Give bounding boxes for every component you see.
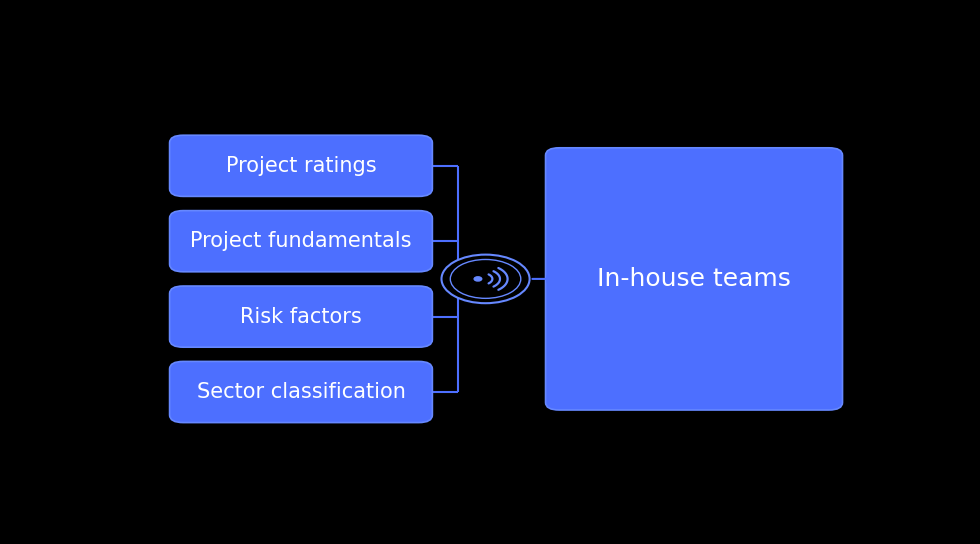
Text: Project ratings: Project ratings: [225, 156, 376, 176]
FancyBboxPatch shape: [170, 286, 432, 347]
Text: Project fundamentals: Project fundamentals: [190, 231, 412, 251]
FancyBboxPatch shape: [546, 148, 843, 410]
Circle shape: [441, 255, 529, 303]
Text: Sector classification: Sector classification: [197, 382, 406, 402]
FancyBboxPatch shape: [170, 361, 432, 423]
Circle shape: [450, 259, 520, 298]
FancyBboxPatch shape: [170, 135, 432, 196]
Text: Risk factors: Risk factors: [240, 307, 362, 326]
Text: In-house teams: In-house teams: [597, 267, 791, 291]
FancyBboxPatch shape: [170, 211, 432, 272]
Circle shape: [474, 277, 482, 281]
